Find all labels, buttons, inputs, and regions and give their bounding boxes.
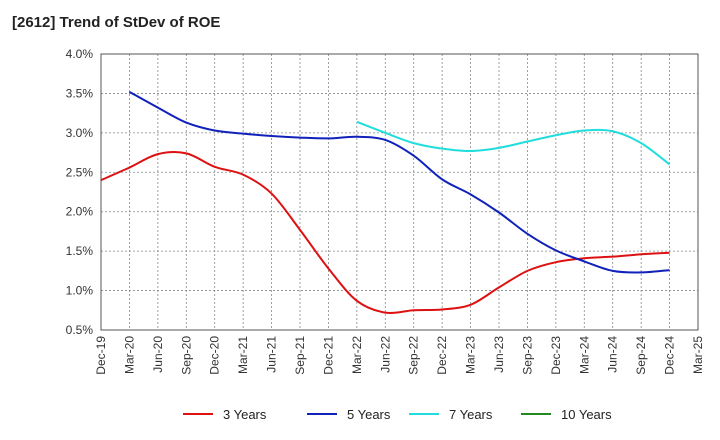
axis-layer: 0.5% 1.0% 1.5% 2.0% 2.5% 3.0% 3.5% 4.0% Dec-19 Ma… — [66, 47, 705, 375]
x-tick-label: Dec-24 — [663, 336, 677, 375]
x-tick-label: Mar-25 — [691, 336, 705, 374]
x-tick-label: Jun-21 — [265, 336, 279, 373]
x-tick-label: Sep-23 — [520, 336, 534, 375]
series-line-5-years — [128, 90, 670, 274]
series-line-3-years — [100, 151, 670, 315]
x-tick-label: Sep-22 — [407, 336, 421, 375]
series-line-7-years — [356, 120, 671, 166]
chart-title: [2612] Trend of StDev of ROE — [12, 14, 221, 31]
legend-label-3-years: 3 Years — [223, 407, 267, 422]
x-tick-label: Jun-20 — [151, 336, 165, 373]
x-tick-label: Mar-20 — [122, 336, 136, 374]
x-tick-label: Jun-22 — [378, 336, 392, 373]
legend-label-10-years: 10 Years — [561, 407, 612, 422]
x-tick-label: Dec-19 — [94, 336, 108, 375]
x-tick-label: Jun-23 — [492, 336, 506, 373]
x-tick-label: Jun-24 — [606, 336, 620, 373]
y-tick-label: 3.0% — [66, 126, 94, 140]
legend-label-5-years: 5 Years — [347, 407, 391, 422]
x-tick-label: Sep-24 — [634, 336, 648, 375]
x-tick-label: Dec-20 — [208, 336, 222, 375]
y-tick-label: 2.0% — [66, 205, 94, 219]
x-tick-label: Dec-22 — [435, 336, 449, 375]
x-tick-label: Mar-21 — [236, 336, 250, 374]
x-tick-label: Dec-23 — [549, 336, 563, 375]
legend-layer: 3 Years 5 Years 7 Years 10 Years — [183, 407, 612, 422]
x-tick-label: Mar-22 — [350, 336, 364, 374]
y-tick-label: 1.0% — [66, 284, 94, 298]
y-tick-label: 4.0% — [66, 47, 94, 61]
y-tick-label: 1.5% — [66, 244, 94, 258]
x-tick-label: Mar-23 — [464, 336, 478, 374]
x-tick-label: Sep-20 — [179, 336, 193, 375]
x-tick-label: Dec-21 — [321, 336, 335, 375]
y-tick-label: 0.5% — [66, 323, 94, 337]
legend-label-7-years: 7 Years — [449, 407, 493, 422]
y-tick-label: 2.5% — [66, 165, 94, 179]
x-tick-label: Sep-21 — [293, 336, 307, 375]
grid-layer — [100, 53, 699, 331]
x-tick-label: Mar-24 — [577, 336, 591, 374]
y-tick-label: 3.5% — [66, 86, 94, 100]
plot-frame — [100, 53, 699, 331]
series-layer — [100, 90, 671, 315]
